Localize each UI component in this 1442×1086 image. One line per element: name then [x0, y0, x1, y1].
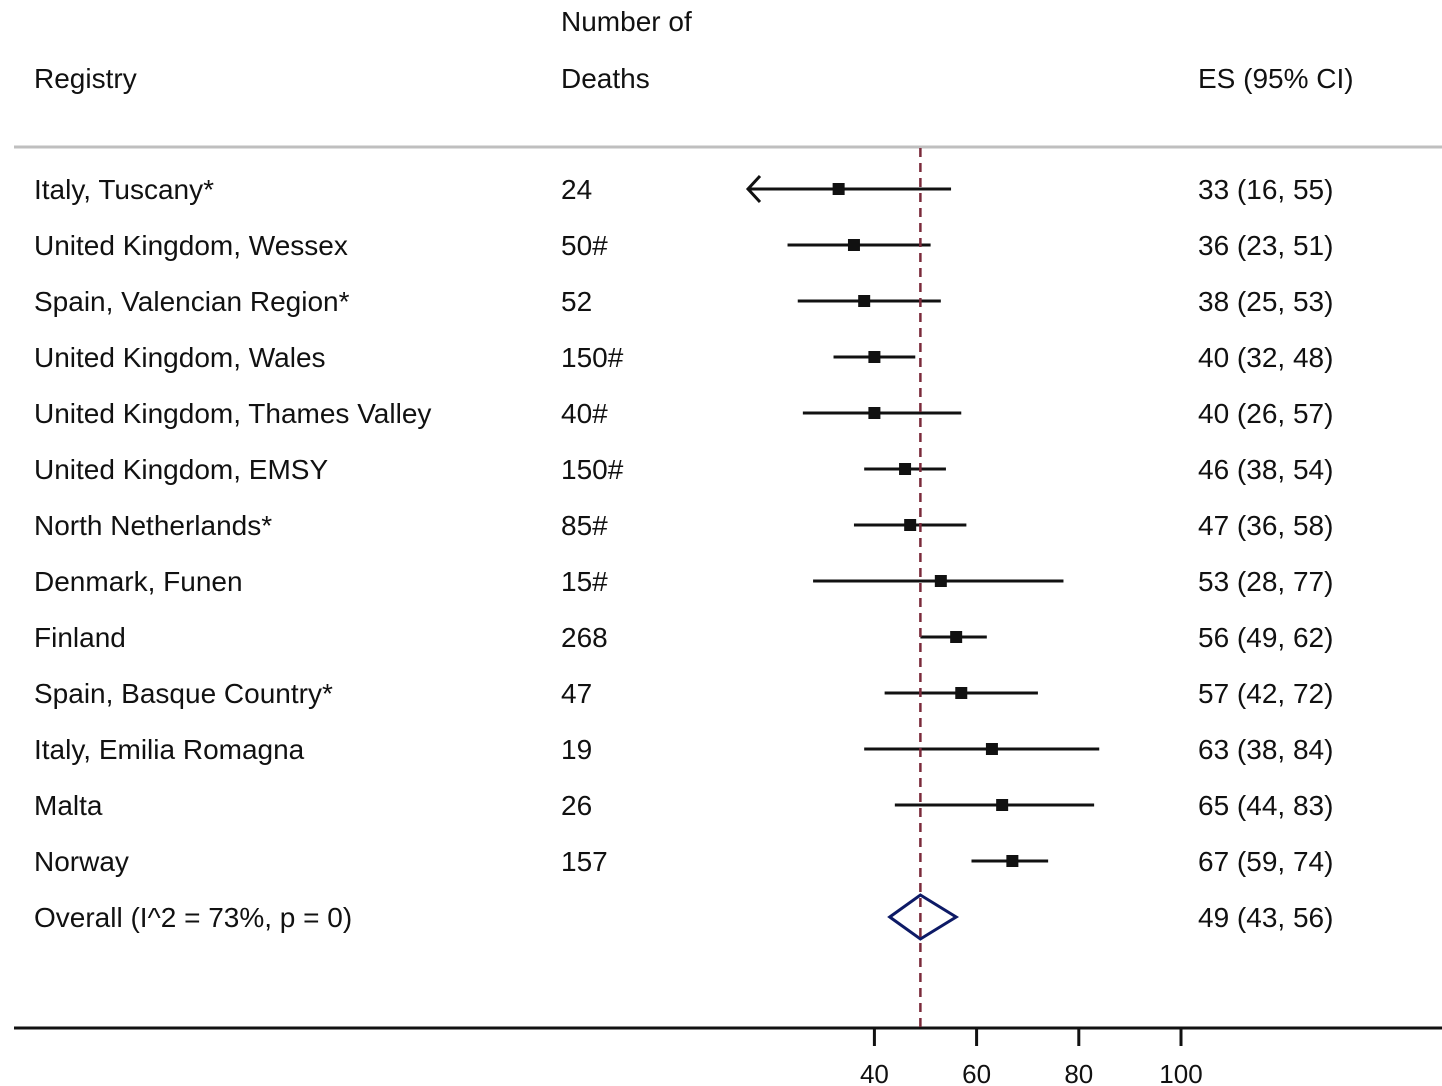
study-deaths-label: 150# — [561, 342, 624, 373]
effect-size-marker — [985, 743, 998, 755]
study-es-label: 56 (49, 62) — [1198, 622, 1333, 653]
study-registry-label: Italy, Tuscany* — [34, 174, 214, 205]
study-deaths-label: 47 — [561, 678, 592, 709]
overall-label: Overall (I^2 = 73%, p = 0) — [34, 902, 352, 933]
study-row: United Kingdom, EMSY 150# 46 (38, 54) — [34, 454, 1333, 485]
study-registry-label: Malta — [34, 790, 103, 821]
overall-diamond — [887, 893, 960, 941]
study-es-label: 53 (28, 77) — [1198, 566, 1333, 597]
study-es-label: 40 (26, 57) — [1198, 398, 1333, 429]
effect-size-marker — [868, 407, 881, 419]
study-es-label: 63 (38, 84) — [1198, 734, 1333, 765]
study-deaths-label: 24 — [561, 174, 592, 205]
x-tick-label: 60 — [962, 1059, 991, 1086]
x-tick-label: 100 — [1159, 1059, 1202, 1086]
study-es-label: 36 (23, 51) — [1198, 230, 1333, 261]
study-row: Spain, Valencian Region* 52 38 (25, 53) — [34, 286, 1333, 317]
header-registry: Registry — [34, 63, 137, 94]
study-deaths-label: 15# — [561, 566, 608, 597]
study-es-label: 47 (36, 58) — [1198, 510, 1333, 541]
study-registry-label: Spain, Basque Country* — [34, 678, 333, 709]
study-deaths-label: 19 — [561, 734, 592, 765]
study-registry-label: United Kingdom, Thames Valley — [34, 398, 431, 429]
study-deaths-label: 50# — [561, 230, 608, 261]
study-row: United Kingdom, Thames Valley 40# 40 (26, … — [34, 398, 1333, 429]
effect-size-marker — [950, 631, 963, 643]
x-tick-label: 80 — [1064, 1059, 1093, 1086]
study-deaths-label: 26 — [561, 790, 592, 821]
effect-size-marker — [847, 239, 860, 251]
effect-size-marker — [832, 183, 845, 195]
study-registry-label: Finland — [34, 622, 126, 653]
study-deaths-label: 268 — [561, 622, 608, 653]
study-row: Spain, Basque Country* 47 57 (42, 72) — [34, 678, 1333, 709]
study-row: Italy, Tuscany* 24 33 (16, 55) — [34, 174, 1333, 205]
study-registry-label: Spain, Valencian Region* — [34, 286, 350, 317]
study-deaths-label: 52 — [561, 286, 592, 317]
effect-size-marker — [868, 351, 881, 363]
study-deaths-label: 40# — [561, 398, 608, 429]
study-row: Denmark, Funen 15# 53 (28, 77) — [34, 566, 1333, 597]
study-row: Norway 157 67 (59, 74) — [34, 846, 1333, 877]
study-es-label: 57 (42, 72) — [1198, 678, 1333, 709]
study-row: Italy, Emilia Romagna 19 63 (38, 84) — [34, 734, 1333, 765]
study-registry-label: North Netherlands* — [34, 510, 272, 541]
effect-size-marker — [996, 799, 1009, 811]
effect-size-marker — [1006, 855, 1019, 867]
study-es-label: 33 (16, 55) — [1198, 174, 1333, 205]
study-es-label: 46 (38, 54) — [1198, 454, 1333, 485]
study-es-label: 67 (59, 74) — [1198, 846, 1333, 877]
effect-size-marker — [899, 463, 912, 475]
effect-size-marker — [934, 575, 947, 587]
effect-size-marker — [858, 295, 871, 307]
study-deaths-label: 157 — [561, 846, 608, 877]
header-deaths-line1: Number of — [561, 6, 692, 37]
header-deaths-line2: Deaths — [561, 63, 650, 94]
x-tick-label: 40 — [860, 1059, 889, 1086]
study-deaths-label: 85# — [561, 510, 608, 541]
study-row: Finland 268 56 (49, 62) — [34, 622, 1333, 653]
study-row: Malta 26 65 (44, 83) — [34, 790, 1333, 821]
study-es-label: 40 (32, 48) — [1198, 342, 1333, 373]
study-row: United Kingdom, Wessex 50# 36 (23, 51) — [34, 230, 1333, 261]
study-registry-label: Denmark, Funen — [34, 566, 243, 597]
study-es-label: 38 (25, 53) — [1198, 286, 1333, 317]
overall-es-label: 49 (43, 56) — [1198, 902, 1333, 933]
study-row: North Netherlands* 85# 47 (36, 58) — [34, 510, 1333, 541]
effect-size-marker — [955, 687, 968, 699]
study-row: United Kingdom, Wales 150# 40 (32, 48) — [34, 342, 1333, 373]
effect-size-marker — [904, 519, 917, 531]
study-registry-label: United Kingdom, Wessex — [34, 230, 348, 261]
study-registry-label: United Kingdom, EMSY — [34, 454, 328, 485]
study-es-label: 65 (44, 83) — [1198, 790, 1333, 821]
header-es: ES (95% CI) — [1198, 63, 1354, 94]
study-registry-label: Italy, Emilia Romagna — [34, 734, 305, 765]
clipped-ci-arrow — [745, 174, 762, 204]
study-registry-label: United Kingdom, Wales — [34, 342, 326, 373]
study-deaths-label: 150# — [561, 454, 624, 485]
study-registry-label: Norway — [34, 846, 129, 877]
